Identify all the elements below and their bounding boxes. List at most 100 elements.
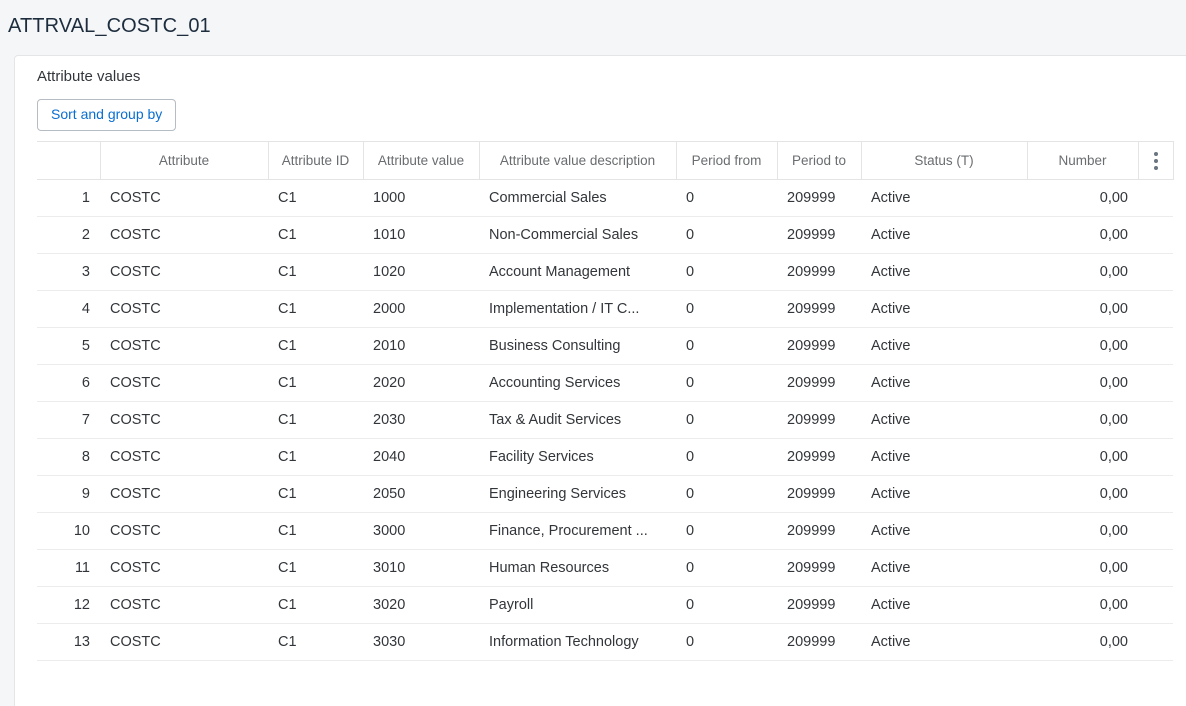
- period-from-cell: 0: [676, 179, 777, 218]
- period-to-cell: 209999: [777, 512, 861, 551]
- attribute-id-cell: C1: [268, 327, 363, 366]
- table-row[interactable]: 6 COSTC C1 2020 Accounting Services 0 209999 Ac…: [37, 364, 1173, 403]
- number-cell: 0,00: [1027, 290, 1138, 329]
- period-to-cell: 209999: [777, 364, 861, 403]
- column-header-attribute-id[interactable]: Attribute ID: [267, 141, 363, 181]
- attribute-id-cell: C1: [268, 512, 363, 551]
- attribute-id-cell: C1: [268, 438, 363, 477]
- column-header-attribute-value[interactable]: Attribute value: [362, 141, 479, 181]
- status-cell: Active: [861, 438, 1027, 477]
- table-row[interactable]: 5 COSTC C1 2010 Business Consulting 0 209999 Ac…: [37, 327, 1173, 366]
- row-menu-cell: [1138, 475, 1173, 514]
- attribute-cell: COSTC: [100, 179, 268, 218]
- row-index-cell: 2: [37, 216, 100, 255]
- attribute-value-description-cell: Account Management: [479, 253, 676, 292]
- attribute-cell: COSTC: [100, 438, 268, 477]
- column-header-attribute[interactable]: Attribute: [99, 141, 268, 181]
- column-header-number[interactable]: Number: [1026, 141, 1138, 181]
- period-from-cell: 0: [676, 512, 777, 551]
- overflow-vertical-dots-icon[interactable]: [1149, 143, 1163, 179]
- number-cell: 0,00: [1027, 438, 1138, 477]
- attribute-value-cell: 2000: [363, 290, 479, 329]
- status-cell: Active: [861, 290, 1027, 329]
- attribute-cell: COSTC: [100, 475, 268, 514]
- period-to-cell: 209999: [777, 401, 861, 440]
- table-row[interactable]: 9 COSTC C1 2050 Engineering Services 0 209999 A…: [37, 475, 1173, 514]
- table-row[interactable]: 1 COSTC C1 1000 Commercial Sales 0 209999 Activ…: [37, 179, 1173, 218]
- row-menu-cell: [1138, 512, 1173, 551]
- period-to-cell: 209999: [777, 216, 861, 255]
- column-header-period-to[interactable]: Period to: [776, 141, 861, 181]
- page-title: ATTRVAL_COSTC_01: [8, 14, 211, 37]
- table-row[interactable]: 4 COSTC C1 2000 Implementation / IT C... 0 209…: [37, 290, 1173, 329]
- sort-and-group-by-button[interactable]: Sort and group by: [37, 99, 177, 132]
- page-header: ATTRVAL_COSTC_01: [0, 0, 1186, 52]
- attribute-value-description-cell: Finance, Procurement ...: [479, 512, 676, 551]
- column-header-index[interactable]: [37, 141, 100, 181]
- attribute-id-cell: C1: [268, 290, 363, 329]
- attribute-id-cell: C1: [268, 401, 363, 440]
- attribute-values-table: Attribute Attribute ID Attribute value A…: [37, 141, 1174, 662]
- period-from-cell: 0: [676, 586, 777, 625]
- attribute-value-cell: 2020: [363, 364, 479, 403]
- number-cell: 0,00: [1027, 623, 1138, 662]
- row-menu-cell: [1138, 438, 1173, 477]
- row-index-cell: 9: [37, 475, 100, 514]
- table-row[interactable]: 12 COSTC C1 3020 Payroll 0 209999 Active 0,00: [37, 586, 1173, 625]
- table-row[interactable]: 13 COSTC C1 3030 Information Technology 0 2099…: [37, 623, 1173, 662]
- column-header-attribute-value-description[interactable]: Attribute value description: [478, 141, 676, 181]
- table-row[interactable]: 11 COSTC C1 3010 Human Resources 0 209999 Activ…: [37, 549, 1173, 588]
- attribute-value-description-cell: Payroll: [479, 586, 676, 625]
- status-cell: Active: [861, 364, 1027, 403]
- attribute-value-description-cell: Business Consulting: [479, 327, 676, 366]
- row-index-cell: 8: [37, 438, 100, 477]
- table-row[interactable]: 8 COSTC C1 2040 Facility Services 0 209999 Acti…: [37, 438, 1173, 477]
- table-scroll-container: Attribute Attribute ID Attribute value A…: [37, 141, 1174, 662]
- status-cell: Active: [861, 623, 1027, 662]
- row-menu-cell: [1138, 364, 1173, 403]
- period-to-cell: 209999: [777, 475, 861, 514]
- number-cell: 0,00: [1027, 216, 1138, 255]
- row-index-cell: 7: [37, 401, 100, 440]
- row-menu-cell: [1138, 253, 1173, 292]
- attribute-value-cell: 1010: [363, 216, 479, 255]
- row-index-cell: 12: [37, 586, 100, 625]
- attribute-value-description-cell: Engineering Services: [479, 475, 676, 514]
- row-menu-cell: [1138, 401, 1173, 440]
- period-to-cell: 209999: [777, 327, 861, 366]
- table-row[interactable]: 7 COSTC C1 2030 Tax & Audit Services 0 209999 A…: [37, 401, 1173, 440]
- attribute-id-cell: C1: [268, 216, 363, 255]
- number-cell: 0,00: [1027, 512, 1138, 551]
- table-toolbar: Sort and group by: [15, 85, 1186, 141]
- table-row[interactable]: 2 COSTC C1 1010 Non-Commercial Sales 0 209999 A…: [37, 216, 1173, 255]
- table-row[interactable]: 10 COSTC C1 3000 Finance, Procurement ... 0 20…: [37, 512, 1173, 551]
- table-body: 1 COSTC C1 1000 Commercial Sales 0 209999 Activ…: [37, 179, 1173, 662]
- row-index-cell: 4: [37, 290, 100, 329]
- row-menu-cell: [1138, 623, 1173, 662]
- attribute-cell: COSTC: [100, 327, 268, 366]
- number-cell: 0,00: [1027, 179, 1138, 218]
- period-from-cell: 0: [676, 290, 777, 329]
- row-index-cell: 13: [37, 623, 100, 662]
- period-to-cell: 209999: [777, 549, 861, 588]
- row-index-cell: 10: [37, 512, 100, 551]
- row-menu-cell: [1138, 327, 1173, 366]
- attribute-value-cell: 3000: [363, 512, 479, 551]
- attribute-value-cell: 2050: [363, 475, 479, 514]
- attribute-id-cell: C1: [268, 475, 363, 514]
- period-to-cell: 209999: [777, 179, 861, 218]
- attribute-value-description-cell: Commercial Sales: [479, 179, 676, 218]
- status-cell: Active: [861, 327, 1027, 366]
- attribute-value-description-cell: Human Resources: [479, 549, 676, 588]
- attribute-value-cell: 3020: [363, 586, 479, 625]
- attribute-value-description-cell: Tax & Audit Services: [479, 401, 676, 440]
- attribute-id-cell: C1: [268, 623, 363, 662]
- column-header-status[interactable]: Status (T): [860, 141, 1027, 181]
- attribute-id-cell: C1: [268, 364, 363, 403]
- period-from-cell: 0: [676, 623, 777, 662]
- attribute-id-cell: C1: [268, 253, 363, 292]
- attribute-value-cell: 3010: [363, 549, 479, 588]
- period-to-cell: 209999: [777, 586, 861, 625]
- column-header-period-from[interactable]: Period from: [675, 141, 777, 181]
- table-row[interactable]: 3 COSTC C1 1020 Account Management 0 209999 Act…: [37, 253, 1173, 292]
